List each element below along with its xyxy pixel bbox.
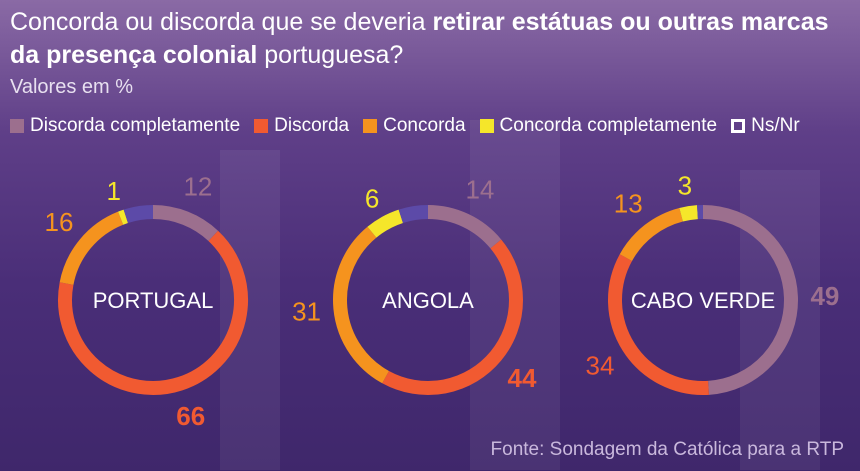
donut-center-label: CABO VERDE [631,288,775,313]
background-building-left [220,150,280,470]
donut-segment [608,254,709,395]
legend-label: Concorda completamente [499,115,718,136]
donut-segment [59,211,124,286]
donut-portugal: 12 66 16 1 PORTUGAL [45,172,248,431]
donut-segment [398,205,429,224]
legend-swatch [254,119,269,133]
donut-segment [58,230,248,395]
data-label: 13 [614,189,643,219]
legend-label: Discorda [274,115,350,136]
data-label: 31 [292,296,321,326]
legend-item: Discorda completamente [10,115,240,137]
legend-swatch [10,119,24,133]
legend-label: Ns/Nr [751,115,800,136]
donut-angola: 14 44 31 6 ANGOLA [292,175,537,395]
data-label: 34 [586,350,615,380]
legend-label: Concorda [383,115,466,136]
donut-segment [427,205,502,249]
title-bold: retirar estátuas ou outras marcas da pre… [10,8,829,69]
donut-segment [152,205,219,242]
data-label: 12 [183,172,212,202]
donut-segment [118,209,129,225]
donut-segment [679,205,699,222]
donut-segment [333,226,390,384]
legend-swatch [479,119,494,133]
legend-item: Concorda [363,115,466,137]
donut-segment [619,207,684,262]
donut-segment [367,209,404,238]
chart-subtitle: Valores em % [10,76,134,98]
chart-title: Concorda ou discorda que se deveria reti… [10,6,830,72]
source-note: Fonte: Sondagem da Católica para a RTP [490,439,844,460]
donut-cabo-verde: 49 34 13 3 CABO VERDE [586,170,839,395]
title-part1: Concorda ou discorda que se deveria [10,8,433,36]
donut-segment [382,239,523,395]
data-label: 14 [465,175,494,205]
legend-label: Discorda completamente [30,115,241,136]
donut-segment [702,205,798,395]
data-label: 44 [508,363,537,393]
data-label: 66 [176,401,205,431]
legend-swatch [731,119,746,133]
donut-segment [123,205,154,224]
legend: Discorda completamente Discorda Concorda Co… [10,115,814,137]
donut-center-label: ANGOLA [382,288,474,313]
legend-item: Concorda completamente [479,115,718,137]
data-label: 49 [810,281,839,311]
legend-item: Ns/Nr [731,115,800,137]
donut-center-label: PORTUGAL [93,288,214,313]
data-label: 6 [365,183,379,213]
title-part2: portuguesa? [257,41,404,69]
legend-swatch [363,119,378,133]
data-label: 3 [678,170,692,200]
data-label: 16 [45,207,74,237]
data-label: 1 [106,176,120,206]
legend-item: Discorda [254,115,349,137]
